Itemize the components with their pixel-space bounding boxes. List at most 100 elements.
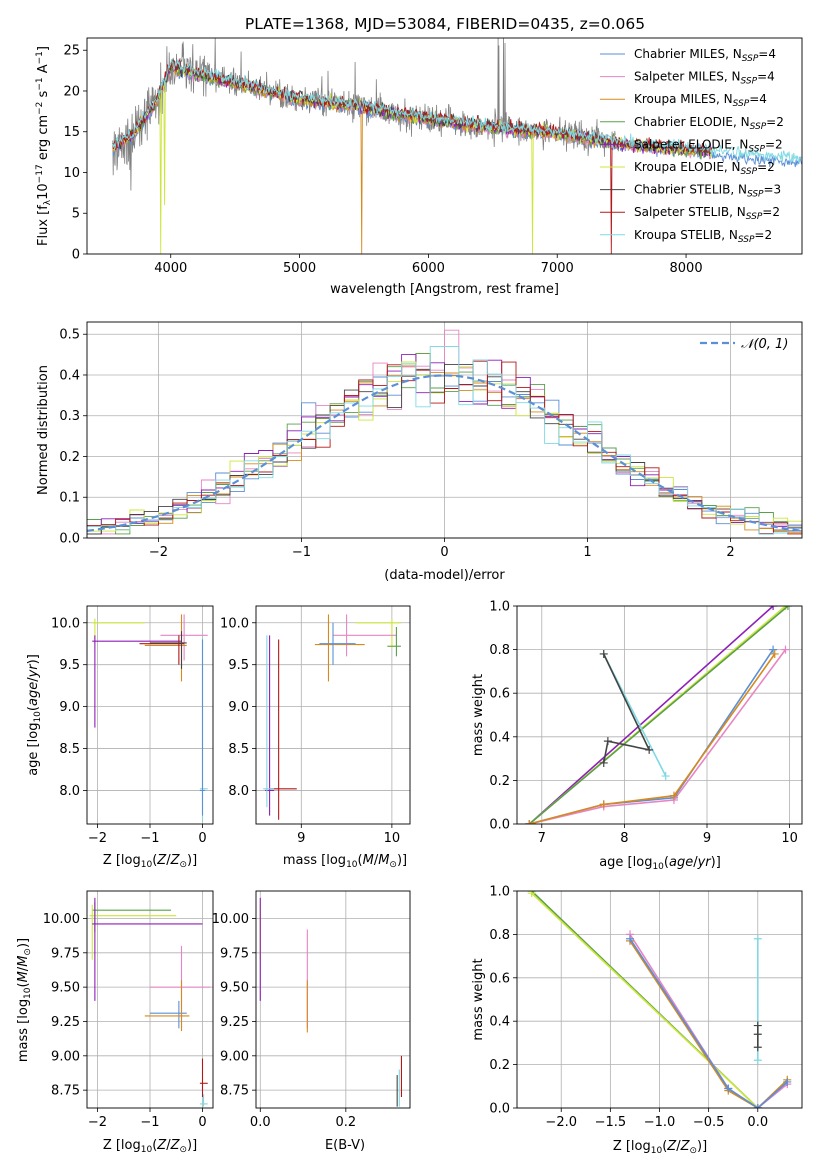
plot-frame: [86, 605, 214, 825]
legend-label-salpeter_miles: Salpeter MILES, NSSP=4: [634, 70, 775, 87]
y-tick-label: 9.50: [51, 981, 80, 996]
y-tick-label: 0.0: [489, 1102, 510, 1117]
x-tick-label: 9: [297, 831, 305, 846]
residual-hists: [87, 329, 802, 535]
model-salpeter_stelib: [112, 58, 713, 254]
massweight_vs_age-ylabel: mass weight: [471, 674, 486, 756]
mass_vs_z-panel: −2 −1 0 8.75 9.00 9.25 9.50 9.75 10.00 Z [log10(Z…: [16, 890, 214, 1155]
x-tick-label: 7000: [541, 261, 574, 276]
y-tick-label: 10: [63, 166, 80, 181]
marker-kroupa_miles: [770, 649, 779, 658]
legend-label-chabrier_stelib: Chabrier STELIB, NSSP=3: [634, 183, 781, 200]
x-tick-label: 8: [620, 831, 628, 846]
marker-kroupa_elodie: [527, 891, 536, 898]
series-kroupa_miles: [529, 653, 776, 824]
age_vs_mass-errorbars: [263, 614, 401, 820]
x-tick-label: 10: [384, 831, 401, 846]
x-tick-label: −2: [88, 1115, 107, 1130]
x-tick-label: 0.0: [250, 1115, 271, 1130]
x-tick-label: −1.5: [595, 1115, 627, 1130]
x-tick-label: 10: [781, 831, 798, 846]
y-tick-label: 15: [63, 125, 80, 140]
marker-salpeter_elodie: [769, 606, 778, 610]
y-tick-label: 10.00: [43, 912, 80, 927]
x-tick-label: −2.0: [545, 1115, 577, 1130]
y-tick-label: 8.75: [51, 1084, 80, 1099]
spectrum-ylabel-group: Flux [fλ10−17 erg cm−2 s−1 A−1]: [35, 46, 53, 246]
mass_vs_z-errorbars: [89, 897, 211, 1107]
y-tick-label: 0.8: [489, 643, 510, 658]
marker-kroupa_miles: [525, 820, 534, 824]
series-chabrier_miles: [629, 938, 788, 1108]
mass_vs_ebv-errorbars: [259, 897, 402, 1107]
legend-label-chabrier_miles: Chabrier MILES, NSSP=4: [634, 47, 776, 64]
series-chabrier_stelib: [602, 653, 651, 764]
y-tick-label: 25: [63, 44, 80, 59]
mass-axis-label: mass [log10(M/M⊙)]: [283, 853, 407, 870]
spectrum-ylabel: Flux [fλ10−17 erg cm−2 s−1 A−1]: [35, 46, 53, 246]
legend-label-salpeter_stelib: Salpeter STELIB, NSSP=2: [634, 205, 780, 222]
series-salpeter_elodie: [528, 606, 774, 824]
legend-label-kroupa_elodie: Kroupa ELODIE, NSSP=2: [634, 160, 775, 177]
spectrum-panel: 4000 5000 6000 7000 8000 0 5 10 15 20 25 Chabrier M…: [35, 37, 803, 297]
x-tick-label: −1: [140, 831, 159, 846]
plot-frame: [516, 890, 803, 1109]
plot-frame: [255, 605, 411, 825]
x-tick-label: 8000: [670, 261, 703, 276]
age-axis-label: age [log10(age/yr)]: [599, 855, 721, 872]
y-tick-label: 9.00: [51, 1049, 80, 1064]
marker-kroupa_miles: [599, 800, 608, 809]
y-tick-label: 0.6: [489, 687, 510, 702]
x-tick-label: 0: [440, 545, 448, 560]
x-tick-label: −2: [88, 831, 107, 846]
marker-chabrier_miles: [724, 1084, 733, 1093]
x-tick-label: 7: [538, 831, 546, 846]
legend-label-chabrier_elodie: Chabrier ELODIE, NSSP=2: [634, 115, 784, 132]
age_vs_mass-panel: 9 10 8.0 8.5 9.0 9.5 10.0 mass [log10(M/M⊙)]: [220, 605, 411, 870]
series-kroupa_miles: [629, 940, 788, 1108]
marker-chabrier_miles: [783, 1077, 792, 1086]
residuals-ylabel: Normed distribution: [36, 365, 51, 495]
x-tick-label: 5000: [283, 261, 316, 276]
y-tick-label: 9.5: [228, 658, 249, 673]
x-tick-label: 4000: [154, 261, 187, 276]
y-tick-label: 0.4: [489, 1015, 510, 1030]
legend-label-kroupa_miles: Kroupa MILES, NSSP=4: [634, 92, 767, 109]
y-tick-label: 1.0: [489, 600, 510, 615]
x-tick-label: −0.5: [693, 1115, 725, 1130]
z-axis-label: Z [log10(Z/Z⊙)]: [103, 1138, 197, 1155]
series-chabrier_elodie: [528, 606, 789, 824]
marker-chabrier_stelib: [753, 1030, 762, 1039]
marker-kroupa_stelib: [753, 934, 762, 943]
y-tick-label: 5: [72, 207, 80, 222]
y-tick-label: 9.0: [228, 700, 249, 715]
hist-salpeter_miles: [87, 329, 802, 535]
y-tick-label: 8.5: [228, 742, 249, 757]
y-tick-label: 0.2: [489, 1058, 510, 1073]
model-kroupa_miles: [112, 65, 713, 254]
massweight_vs_age-panel: 7 8 9 10 0.0 0.2 0.4 0.6 0.8 1.0 mass weight age [l…: [471, 600, 803, 872]
y-tick-label: 10.0: [220, 616, 249, 631]
y-tick-label: 0.5: [59, 328, 80, 343]
marker-chabrier_stelib: [599, 758, 608, 767]
mass-label-group: mass [log10(M/M⊙)]: [16, 938, 33, 1062]
age_vs_z-errorbars: [92, 614, 208, 820]
marker-kroupa_miles: [669, 791, 678, 800]
marker-chabrier_stelib: [645, 745, 654, 754]
mass_vs_ebv-panel: 0.0 0.2 8.75 9.00 9.25 9.50 9.75 10.00 E(B-V): [212, 890, 411, 1153]
y-tick-label: 9.75: [220, 946, 249, 961]
y-tick-label: 8.5: [59, 742, 80, 757]
y-tick-label: 9.50: [220, 981, 249, 996]
y-tick-label: 0.1: [59, 491, 80, 506]
x-tick-label: 0.0: [747, 1115, 768, 1130]
series-kroupa_elodie: [531, 892, 759, 1108]
y-tick-label: 20: [63, 84, 80, 99]
y-tick-label: 0.2: [489, 774, 510, 789]
x-tick-label: 9: [703, 831, 711, 846]
y-tick-label: 8.0: [228, 784, 249, 799]
y-tick-label: 0.8: [489, 928, 510, 943]
y-tick-label: 0: [72, 248, 80, 263]
marker-chabrier_miles: [626, 934, 635, 943]
x-tick-label: −1: [292, 545, 311, 560]
